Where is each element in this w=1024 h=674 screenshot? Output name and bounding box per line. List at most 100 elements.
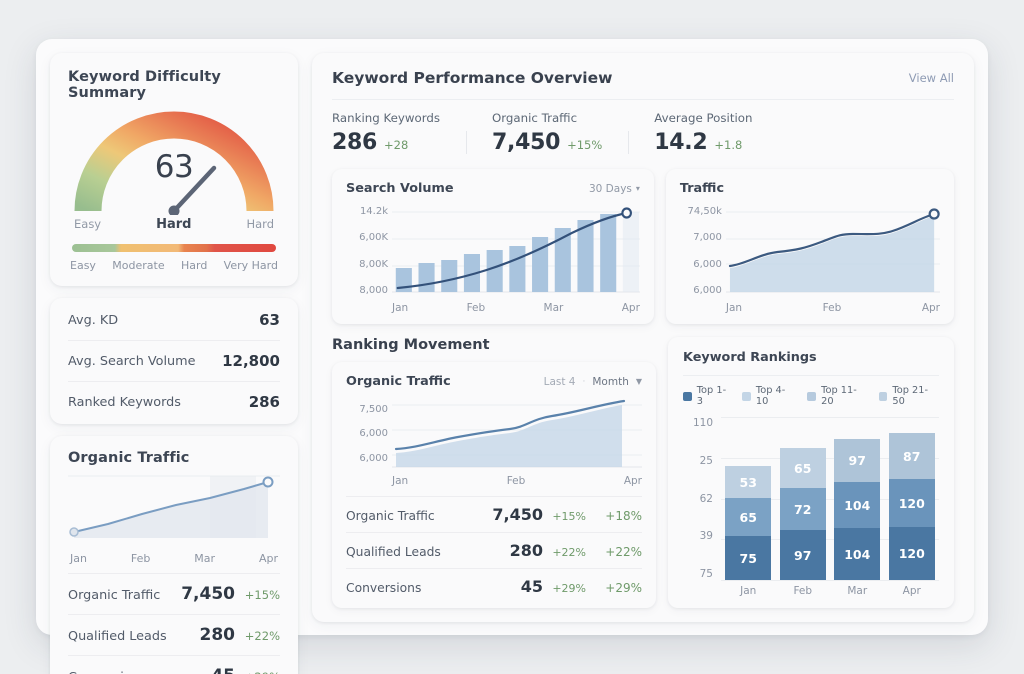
ranking-movement-svg	[392, 399, 642, 468]
view-all-link[interactable]: View All	[908, 71, 954, 85]
y-tick: 75	[699, 568, 713, 580]
rankings-y-axis: 110 25 62 39 75	[683, 417, 713, 598]
bottom-section: Ranking Movement Organic Traffic Last 4 …	[332, 337, 954, 608]
summary-stats-card: Avg. KD 63 Avg. Search Volume 12,800 Ran…	[50, 298, 298, 424]
bar-segment-top-1-3: 120	[888, 527, 935, 580]
bar-segment-top-4-10: 65	[725, 498, 772, 536]
stat-label: Avg. Search Volume	[68, 353, 196, 369]
kpi-label: Organic Traffic	[492, 111, 578, 125]
traffic-x-axis: Jan Feb Apr	[726, 302, 940, 314]
chart-title: Organic Traffic	[346, 374, 451, 389]
metric-value: 7,450	[492, 505, 543, 524]
sparkline-x-axis: Jan Feb Mar Apr	[68, 552, 280, 565]
scale-label-easy: Easy	[70, 259, 96, 272]
legend-item-top-1-3[interactable]: Top 1-3	[683, 385, 731, 407]
chart-title: Traffic	[679, 181, 725, 196]
x-tick: Feb	[130, 552, 151, 565]
ranking-movement-metrics: Organic Traffic 7,450 +15% +18% Qualifie…	[346, 496, 642, 604]
y-tick: 14.2k	[359, 206, 388, 217]
keyword-rankings-title: Keyword Rankings	[683, 350, 817, 365]
ranking-movement-card: Organic Traffic Last 4 · Momth ▼ 7,500	[332, 362, 656, 608]
bar-column-jan[interactable]: 53 65 75 Jan	[725, 466, 772, 598]
legend-label: Top 4-10	[755, 385, 786, 407]
ranking-movement-block: Ranking Movement Organic Traffic Last 4 …	[332, 337, 656, 608]
legend-label: Top 11-20	[821, 385, 857, 407]
x-tick: Apr	[621, 302, 640, 314]
bar-column-apr[interactable]: 87 120 120 Apr	[888, 433, 935, 598]
traffic-plot: 74,50k 7,000 6,000 6,000	[680, 206, 940, 298]
header-divider	[332, 99, 954, 100]
y-tick: 6,00K	[359, 232, 388, 244]
gauge-label-right: Hard	[246, 217, 274, 231]
traffic-svg	[725, 208, 940, 293]
y-tick: 39	[699, 530, 713, 543]
bar-segment-top-21-50: 97	[834, 439, 881, 482]
list-item: Organic Traffic 7,450 +15%	[68, 573, 280, 614]
ranking-movement-plot: 7,500 6,000 6,000	[346, 397, 642, 471]
stat-value: 63	[259, 311, 280, 329]
metric-delta-primary: +15%	[552, 510, 586, 523]
metric-delta-secondary: +29%	[605, 581, 642, 595]
difficulty-scale-labels: Easy Moderate Hard Very Hard	[68, 259, 280, 272]
x-tick: Apr	[902, 585, 921, 597]
metric-delta: +29%	[242, 670, 280, 674]
legend-item-top-11-20[interactable]: Top 11-20	[807, 385, 867, 407]
kpi-average-position: Average Position 14.2 +1.8	[628, 111, 778, 155]
x-tick: Jan	[725, 302, 743, 314]
kpi-value: 286	[332, 130, 378, 155]
x-tick: Apr	[623, 475, 642, 487]
stat-label: Avg. KD	[68, 312, 119, 328]
legend-item-top-4-10[interactable]: Top 4-10	[742, 385, 796, 407]
x-tick: Feb	[466, 302, 486, 314]
kpi-label: Ranking Keywords	[332, 111, 440, 125]
bar-column-mar[interactable]: 97 104 104 Mar	[834, 439, 881, 598]
metric-delta-secondary: +22%	[605, 545, 642, 559]
organic-traffic-title: Organic Traffic	[68, 450, 190, 466]
search-volume-svg	[392, 207, 640, 293]
rankings-gridlines	[721, 417, 939, 581]
scale-label-very-hard: Very Hard	[223, 259, 278, 272]
y-tick: 110	[692, 417, 713, 429]
sparkline-svg	[68, 475, 280, 538]
stat-label: Ranked Keywords	[68, 394, 181, 410]
legend-item-top-21-50[interactable]: Top 21-50	[878, 385, 939, 407]
x-tick: Apr	[921, 302, 940, 314]
overview-header: Keyword Performance Overview View All	[332, 69, 954, 87]
metric-delta: +22%	[244, 629, 280, 643]
control-separator: ·	[582, 376, 586, 387]
y-tick: 6,000	[693, 284, 722, 296]
kpi-delta: +28	[384, 138, 409, 152]
performance-overview-card: Keyword Performance Overview View All Ra…	[312, 53, 974, 622]
range-label: Last 4	[543, 375, 576, 388]
keyword-rankings-plot: 110 25 62 39 75 53 65	[683, 417, 939, 598]
page-title: Keyword Performance Overview	[332, 69, 613, 87]
kpi-group: Ranking Keywords 286 +28 Organic Traffic…	[332, 111, 954, 155]
bar-segment-top-4-10: 72	[779, 488, 826, 530]
kpi-value: 7,450	[492, 130, 561, 155]
y-tick: 6,000	[693, 258, 722, 270]
search-volume-chart-card: Search Volume 30 Days ▾ 14.2k 6,00K 8,00…	[332, 169, 654, 324]
keyword-rankings-card: Keyword Rankings Top 1-3 Top 4-10	[668, 337, 954, 608]
stat-value: 286	[248, 393, 280, 411]
range-dropdown[interactable]: 30 Days ▾	[589, 183, 640, 195]
chart-title: Search Volume	[346, 181, 454, 196]
x-tick: Mar	[194, 552, 216, 565]
y-tick: 8,00K	[359, 258, 388, 270]
x-tick: Feb	[506, 475, 526, 487]
table-row: Avg. Search Volume 12,800	[68, 341, 280, 382]
bar-segment-top-4-10: 120	[888, 479, 935, 527]
bar-segment-top-21-50: 53	[725, 466, 772, 498]
period-controls[interactable]: Last 4 · Momth ▼	[544, 376, 642, 388]
legend-swatch	[807, 391, 817, 401]
gauge-labels: Easy Hard Hard	[68, 217, 280, 232]
kpi-delta: +15%	[567, 138, 603, 152]
organic-traffic-sparkline	[68, 474, 280, 546]
x-tick: Mar	[847, 585, 868, 597]
x-tick: Jan	[392, 302, 409, 314]
rankings-legend: Top 1-3 Top 4-10 Top 11-20 Top 21-5	[683, 385, 939, 407]
metric-label: Conversions	[68, 670, 211, 674]
legend-label: Top 21-50	[892, 385, 929, 407]
bar-segment-top-1-3: 75	[725, 536, 772, 580]
bar-column-feb[interactable]: 65 72 97 Feb	[779, 448, 826, 598]
left-column: Keyword Difficulty Summary	[50, 53, 298, 674]
